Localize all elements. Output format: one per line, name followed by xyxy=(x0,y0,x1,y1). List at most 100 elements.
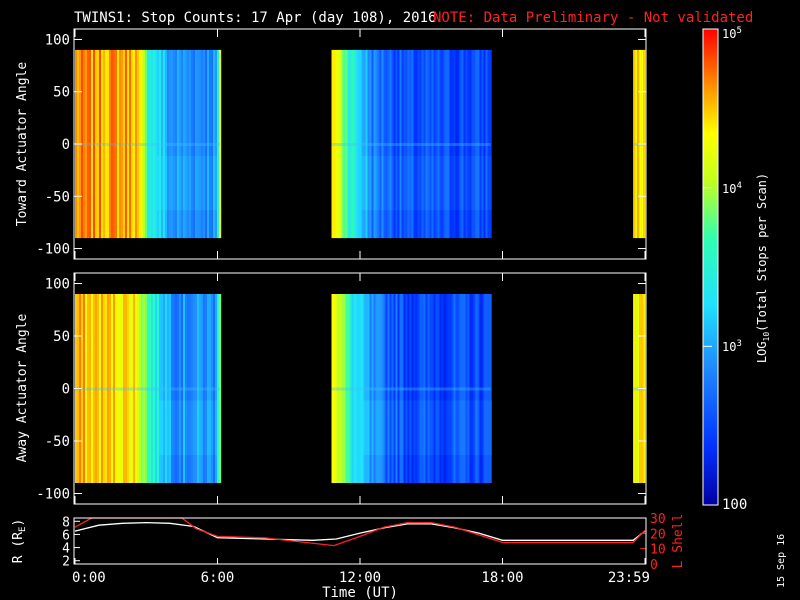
heatmap-shade xyxy=(211,156,214,211)
heatmap-column xyxy=(449,294,452,483)
ephemeris-frame xyxy=(73,517,647,565)
heatmap-shade xyxy=(481,156,484,211)
heatmap-column xyxy=(143,49,146,239)
heatmap-shade xyxy=(449,156,452,211)
y-tick-label: 50 xyxy=(53,85,70,101)
heatmap-shade xyxy=(489,156,492,211)
heatmap-column xyxy=(121,294,124,483)
heatmap-shade xyxy=(371,400,374,455)
heatmap-column xyxy=(129,294,132,483)
heatmap-column xyxy=(183,294,186,483)
heatmap-shade xyxy=(433,400,436,455)
r-tick-label: 8 xyxy=(62,515,70,530)
heatmap-column xyxy=(81,49,84,239)
heatmap-column xyxy=(187,294,190,483)
heatmap-shade xyxy=(427,156,430,211)
heatmap-column xyxy=(353,49,356,239)
heatmap-shade xyxy=(399,156,402,211)
heatmap-shade xyxy=(397,156,400,211)
heatmap-column xyxy=(401,294,404,483)
heatmap-shade xyxy=(421,400,424,455)
heatmap-shade xyxy=(447,156,450,211)
zero-angle-stripe xyxy=(331,143,491,146)
heatmap-column xyxy=(395,294,398,483)
heatmap-shade xyxy=(413,156,416,211)
heatmap-column xyxy=(209,49,212,239)
heatmap-column xyxy=(405,49,408,239)
heatmap-column xyxy=(165,294,168,483)
heatmap-column xyxy=(151,49,154,239)
heatmap-column xyxy=(475,49,478,239)
heatmap-shade xyxy=(177,156,180,211)
heatmap-column xyxy=(469,294,472,483)
heatmap-shade xyxy=(371,156,374,211)
heatmap-shade xyxy=(445,156,448,211)
r-tick-label: 2 xyxy=(62,555,70,570)
heatmap-shade xyxy=(199,400,202,455)
heatmap-shade xyxy=(185,400,188,455)
preliminary-note: NOTE: Data Preliminary - Not validated xyxy=(433,10,753,26)
heatmap-column xyxy=(173,49,176,239)
heatmap-shade xyxy=(201,400,204,455)
heatmap-shade xyxy=(177,400,180,455)
heatmap-column xyxy=(125,49,128,239)
toward-ylabel: Toward Actuator Angle xyxy=(15,62,30,227)
heatmap-column xyxy=(385,294,388,483)
heatmap-column xyxy=(347,49,350,239)
heatmap-column xyxy=(215,294,218,483)
heatmap-column xyxy=(367,294,370,483)
heatmap-column xyxy=(345,49,348,239)
heatmap-column xyxy=(171,294,174,483)
heatmap-shade xyxy=(201,156,204,211)
heatmap-column xyxy=(357,49,360,239)
heatmap-column xyxy=(447,49,450,239)
heatmap-shade xyxy=(433,156,436,211)
heatmap-shade xyxy=(425,400,428,455)
heatmap-column xyxy=(107,294,110,483)
heatmap-column xyxy=(117,49,120,239)
heatmap-column xyxy=(365,294,368,483)
heatmap-shade xyxy=(191,400,194,455)
heatmap-shade xyxy=(441,156,444,211)
heatmap-column xyxy=(189,49,192,239)
heatmap-column xyxy=(217,294,220,483)
cbar-label-sub: 10 xyxy=(762,332,771,342)
heatmap-shade xyxy=(203,400,206,455)
heatmap-column xyxy=(411,294,414,483)
heatmap-column xyxy=(143,294,146,483)
y-tick-label: 0 xyxy=(62,137,70,153)
heatmap-column xyxy=(181,49,184,239)
heatmap-shade xyxy=(469,156,472,211)
heatmap-shade xyxy=(173,400,176,455)
heatmap-column xyxy=(411,49,414,239)
heatmap-column xyxy=(467,294,470,483)
heatmap-shade xyxy=(187,400,190,455)
heatmap-column xyxy=(139,294,142,483)
heatmap-shade xyxy=(393,400,396,455)
heatmap-column xyxy=(135,294,138,483)
colorbar-tick-1e5: 105 xyxy=(722,26,742,41)
lshell-tick-label: 20 xyxy=(650,527,666,542)
heatmap-column xyxy=(115,294,118,483)
heatmap-shade xyxy=(207,156,210,211)
heatmap-column xyxy=(389,49,392,239)
heatmap-column xyxy=(115,49,118,239)
time-tick-label: 23:59 xyxy=(608,570,650,586)
heatmap-column xyxy=(195,294,198,483)
heatmap-shade xyxy=(413,400,416,455)
heatmap-shade xyxy=(387,400,390,455)
heatmap-column xyxy=(419,49,422,239)
heatmap-column xyxy=(435,49,438,239)
heatmap-shade xyxy=(405,156,408,211)
y-tick-label: 100 xyxy=(45,32,70,48)
heatmap-column xyxy=(97,294,100,483)
heatmap-column xyxy=(351,294,354,483)
heatmap-shade xyxy=(385,156,388,211)
heatmap-column xyxy=(481,49,484,239)
heatmap-column xyxy=(95,294,98,483)
lshell-tick-label: 0 xyxy=(650,558,658,573)
lshell-axis-label: L Shell xyxy=(671,514,686,569)
heatmap-column xyxy=(155,49,158,239)
heatmap-column xyxy=(97,49,100,239)
heatmap-column xyxy=(395,49,398,239)
